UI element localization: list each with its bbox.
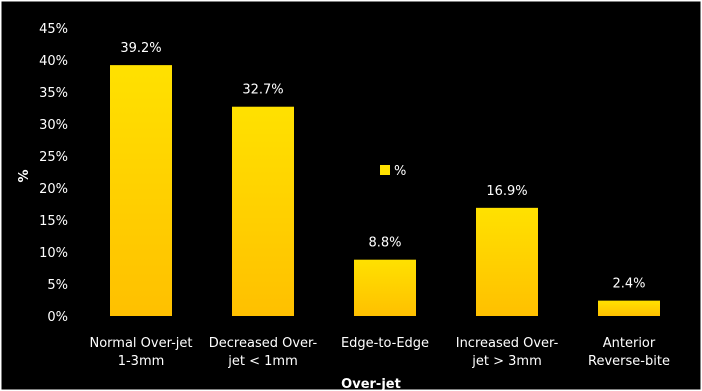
y-tick-label: 15% — [39, 214, 68, 229]
x-tick-label: Decreased Over- — [209, 336, 318, 351]
y-tick-label: 45% — [39, 22, 68, 37]
x-tick-label: Normal Over-jet — [89, 336, 192, 351]
y-tick-label: 25% — [39, 150, 68, 165]
legend-swatch — [380, 165, 390, 175]
legend: % — [380, 164, 406, 179]
y-tick-label: 20% — [39, 182, 68, 197]
bar — [232, 106, 294, 316]
x-tick-label: jet < 1mm — [227, 354, 297, 369]
bar-data-label: 39.2% — [120, 41, 161, 56]
y-axis-title: % — [17, 169, 32, 182]
bar — [476, 207, 538, 316]
x-tick-label: Reverse-bite — [588, 354, 670, 369]
data-labels-group: 39.2% 32.7% 8.8% 16.9% 2.4% — [120, 41, 645, 292]
bar — [354, 259, 416, 316]
bar-data-label: 32.7% — [242, 83, 283, 98]
bar-data-label: 16.9% — [486, 184, 527, 199]
y-tick-label: 30% — [39, 118, 68, 133]
y-tick-label: 40% — [39, 54, 68, 69]
y-tick-label: 5% — [47, 278, 68, 293]
legend-entry-label: % — [394, 164, 406, 179]
x-tick-label: Anterior — [603, 336, 656, 351]
bars-group — [110, 65, 660, 317]
bar-data-label: 2.4% — [612, 277, 645, 292]
x-axis-category-labels: Normal Over-jet 1-3mm Decreased Over-jet <… — [89, 336, 669, 369]
x-tick-label: Increased Over- — [456, 336, 559, 351]
bar-data-label: 8.8% — [368, 236, 401, 251]
x-tick-label: jet > 3mm — [471, 354, 541, 369]
y-tick-label: 0% — [47, 310, 68, 325]
x-tick-label: Edge-to-Edge — [341, 336, 429, 351]
y-tick-label: 10% — [39, 246, 68, 261]
bar — [110, 65, 172, 317]
y-axis-ticks: 0% 5% 10% 15% 20% 25% 30% 35% 40% 45% — [39, 22, 68, 325]
x-tick-label: 1-3mm — [118, 354, 165, 369]
bar — [598, 300, 660, 316]
y-tick-label: 35% — [39, 86, 68, 101]
x-axis-title: Over-jet — [341, 377, 401, 391]
